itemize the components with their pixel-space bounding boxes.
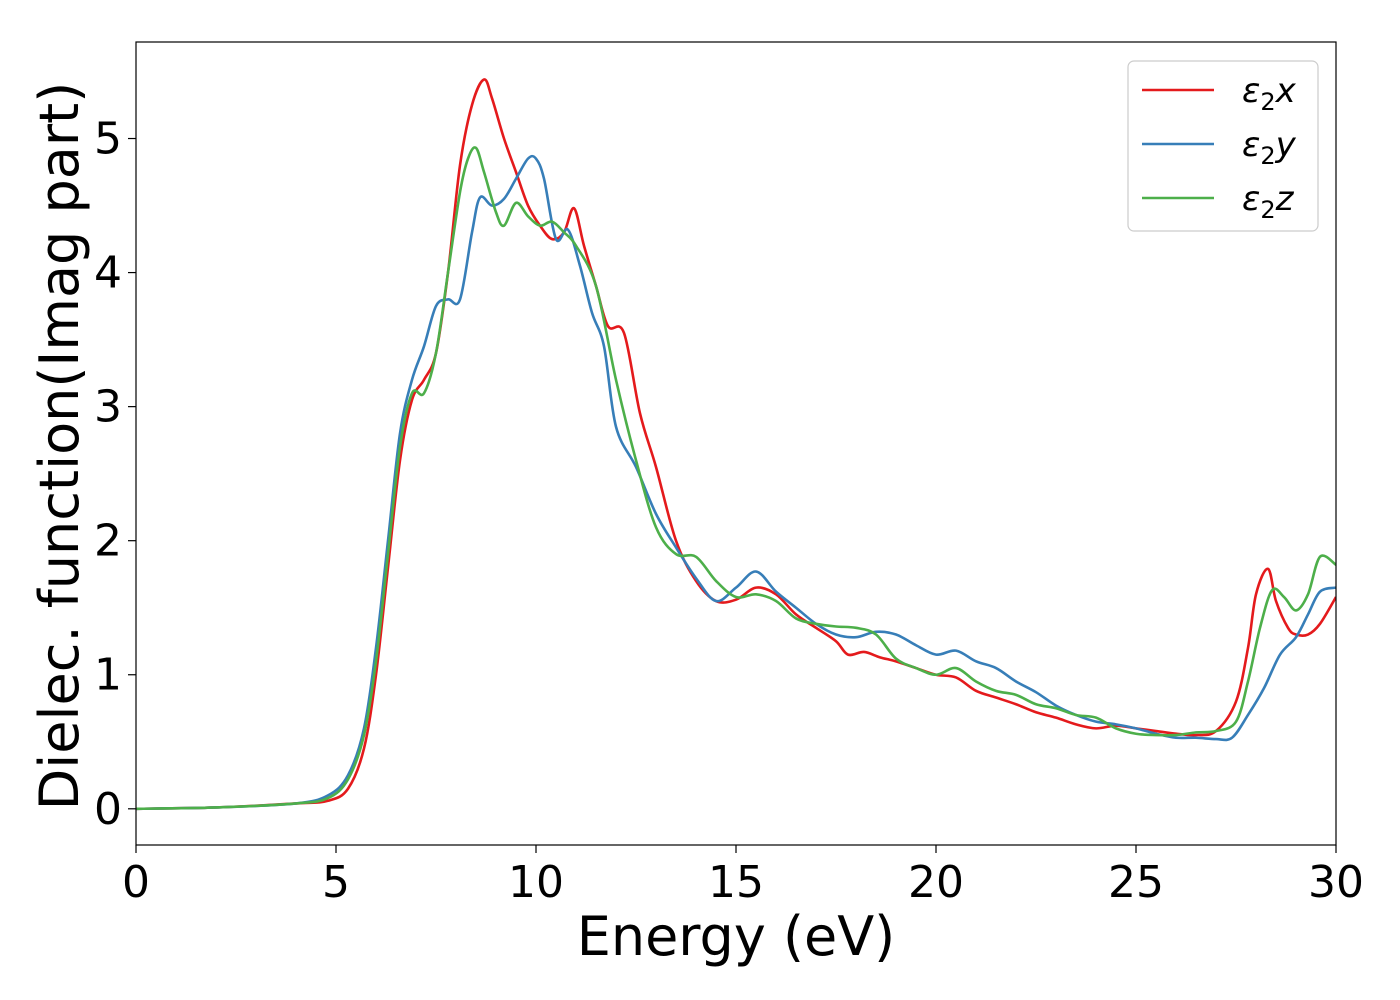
series-line-z (136, 146, 1336, 811)
x-tick-label: 25 (1108, 857, 1164, 908)
x-tick-label: 15 (708, 857, 764, 908)
x-tick-label: 20 (908, 857, 964, 908)
y-tick-label: 5 (94, 114, 122, 165)
y-axis-label: Dielec. function(Imag part) (28, 82, 91, 811)
y-axis-ticks: 0 1 2 3 4 5 (94, 114, 136, 835)
legend-label-y: ε2y (1242, 125, 1297, 170)
x-tick-label: 10 (508, 857, 564, 908)
legend: ε2x ε2y ε2z (1127, 60, 1319, 232)
legend-box (1127, 60, 1319, 232)
legend-label-x: ε2x (1242, 71, 1297, 116)
x-tick-label: 5 (322, 857, 350, 908)
legend-entries: ε2x ε2y ε2z (1142, 71, 1297, 224)
x-axis-label: Energy (eV) (577, 905, 896, 968)
y-tick-label: 2 (94, 516, 122, 567)
y-tick-label: 1 (94, 650, 122, 701)
x-tick-label: 30 (1308, 857, 1364, 908)
x-axis-ticks: 0 5 10 15 20 25 30 (122, 845, 1364, 908)
y-tick-label: 3 (94, 382, 122, 433)
x-tick-label: 0 (122, 857, 150, 908)
legend-label-z: ε2z (1242, 179, 1295, 224)
series-layer (136, 78, 1336, 811)
y-tick-label: 0 (94, 784, 122, 835)
series-line-y (136, 154, 1336, 811)
y-tick-label: 4 (94, 248, 122, 299)
